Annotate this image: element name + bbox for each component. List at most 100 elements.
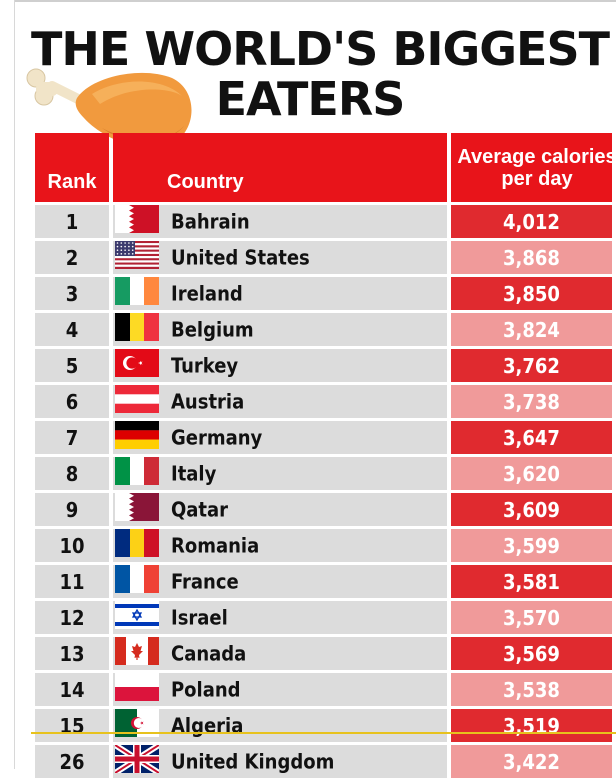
title-line-1: THE WORLD'S BIGGEST xyxy=(31,22,610,76)
table-row: 5 Turkey 3,762 xyxy=(35,349,612,382)
country-name: Poland xyxy=(171,677,241,702)
left-rule xyxy=(14,0,15,769)
algeria-flag-icon xyxy=(115,709,159,742)
calories-cell: 3,599 xyxy=(451,529,612,562)
table-row: 26 United Kingdom 3,422 xyxy=(35,742,612,778)
calories-cell: 3,581 xyxy=(451,565,612,598)
top-rule xyxy=(14,0,616,2)
rank-cell: 26 xyxy=(35,745,109,778)
germany-flag-icon xyxy=(115,421,159,454)
rank-cell: 11 xyxy=(35,565,109,598)
rank-cell: 8 xyxy=(35,457,109,490)
rank-cell: 5 xyxy=(35,349,109,382)
table-row: 12 Israel 3,570 xyxy=(35,601,612,634)
calories-table: Rank Country Average calories per day 1 B… xyxy=(31,130,616,781)
table-row: 13 Canada 3,569 xyxy=(35,637,612,670)
austria-flag-icon xyxy=(115,385,159,418)
country-name: Belgium xyxy=(171,317,254,342)
country-cell: Bahrain xyxy=(113,205,447,238)
calories-cell: 3,824 xyxy=(451,313,612,346)
country-name: Austria xyxy=(171,389,245,414)
table-row: 8 Italy 3,620 xyxy=(35,457,612,490)
belgium-flag-icon xyxy=(115,313,159,346)
column-header-country: Country xyxy=(113,133,447,202)
calories-cell: 3,850 xyxy=(451,277,612,310)
table-row: 6 Austria 3,738 xyxy=(35,385,612,418)
country-name: Bahrain xyxy=(171,209,250,234)
calories-header-text: Average calories per day xyxy=(457,145,616,190)
rank-cell: 4 xyxy=(35,313,109,346)
table-row: 7 Germany 3,647 xyxy=(35,421,612,454)
table-row: 15 Algeria 3,519 xyxy=(35,709,612,742)
table-row: 4 Belgium 3,824 xyxy=(35,313,612,346)
chicken-drumstick-icon xyxy=(26,68,192,148)
country-cell: Italy xyxy=(113,457,447,490)
country-name: Germany xyxy=(171,425,263,450)
country-cell: Romania xyxy=(113,529,447,562)
table-row: 2 United States 3,868 xyxy=(35,241,612,274)
country-cell: United States xyxy=(113,241,447,274)
us-flag-icon xyxy=(115,241,159,274)
calories-cell: 3,569 xyxy=(451,637,612,670)
table-row: 11 France 3,581 xyxy=(35,565,612,598)
france-flag-icon xyxy=(115,565,159,598)
rank-cell: 10 xyxy=(35,529,109,562)
turkey-flag-icon xyxy=(115,349,159,382)
bahrain-flag-icon xyxy=(115,205,159,238)
rank-cell: 13 xyxy=(35,637,109,670)
table-row: 10 Romania 3,599 xyxy=(35,529,612,562)
qatar-flag-icon xyxy=(115,493,159,526)
divider-line xyxy=(31,732,616,734)
table-row: 9 Qatar 3,609 xyxy=(35,493,612,526)
rank-cell: 15 xyxy=(35,709,109,742)
country-cell: Algeria xyxy=(113,709,447,742)
rank-cell: 3 xyxy=(35,277,109,310)
table-row: 14 Poland 3,538 xyxy=(35,673,612,706)
calories-cell: 3,519 xyxy=(451,709,612,742)
country-name: Canada xyxy=(171,641,247,666)
italy-flag-icon xyxy=(115,457,159,490)
table-row: 3 Ireland 3,850 xyxy=(35,277,612,310)
calories-cell: 3,538 xyxy=(451,673,612,706)
rank-cell: 12 xyxy=(35,601,109,634)
canada-flag-icon xyxy=(115,637,159,670)
romania-flag-icon xyxy=(115,529,159,562)
country-cell: Poland xyxy=(113,673,447,706)
ireland-flag-icon xyxy=(115,277,159,310)
country-name: Romania xyxy=(171,533,260,558)
table-row: 1 Bahrain 4,012 xyxy=(35,205,612,238)
country-name: Israel xyxy=(171,605,228,630)
country-cell: Austria xyxy=(113,385,447,418)
calories-cell: 3,570 xyxy=(451,601,612,634)
column-header-calories: Average calories per day xyxy=(451,133,616,202)
calories-cell: 3,738 xyxy=(451,385,612,418)
rank-cell: 9 xyxy=(35,493,109,526)
country-cell: Canada xyxy=(113,637,447,670)
country-cell: Qatar xyxy=(113,493,447,526)
country-name: United States xyxy=(171,245,310,270)
country-name: United Kingdom xyxy=(171,749,335,774)
calories-cell: 3,762 xyxy=(451,349,612,382)
rank-cell: 2 xyxy=(35,241,109,274)
country-name: Qatar xyxy=(171,497,229,522)
country-cell: Israel xyxy=(113,601,447,634)
country-name: Ireland xyxy=(171,281,243,306)
country-name: France xyxy=(171,569,239,594)
rank-cell: 7 xyxy=(35,421,109,454)
title-line-2: EATERS xyxy=(215,72,406,126)
calories-cell: 3,609 xyxy=(451,493,612,526)
country-name: Italy xyxy=(171,461,217,486)
rank-cell: 14 xyxy=(35,673,109,706)
country-cell: Ireland xyxy=(113,277,447,310)
poland-flag-icon xyxy=(115,673,159,706)
country-name: Turkey xyxy=(171,353,239,378)
country-cell: Germany xyxy=(113,421,447,454)
table-header-row: Rank Country Average calories per day xyxy=(35,133,616,202)
israel-flag-icon xyxy=(115,601,159,634)
country-cell: Turkey xyxy=(113,349,447,382)
calories-cell: 4,012 xyxy=(451,205,612,238)
rank-cell: 6 xyxy=(35,385,109,418)
country-cell: France xyxy=(113,565,447,598)
calories-cell: 3,868 xyxy=(451,241,612,274)
calories-cell: 3,422 xyxy=(451,745,612,778)
